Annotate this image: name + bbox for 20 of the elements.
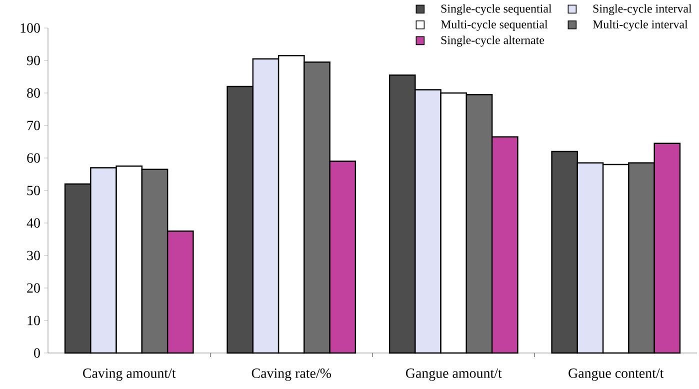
legend-label: Single-cycle sequential [441,4,552,16]
y-tick-label: 100 [20,23,40,33]
legend-label: Multi-cycle interval [592,20,688,31]
x-tick-label: Gangue content/t [568,368,664,381]
y-tick-label: 40 [26,218,40,228]
x-tick-label: Gangue amount/t [406,368,502,381]
y-tick-label: 50 [27,186,40,196]
legend-label: Single-cycle interval [593,4,692,16]
legend-label: Multi-cycle sequential [440,20,548,31]
x-tick-label: Caving amount/t [83,368,176,381]
y-tick-label: 90 [26,56,40,66]
y-tick-label: 80 [27,88,40,98]
legend-label: Single-cycle alternate [441,36,544,47]
y-tick-label: 20 [27,283,40,293]
y-tick-label: 70 [27,120,40,130]
y-tick-label: 10 [28,316,40,326]
x-tick-label: Caving rate/% [252,368,331,381]
y-tick-label: 0 [34,348,40,358]
y-tick-label: 60 [27,153,40,163]
y-tick-label: 30 [27,250,40,260]
